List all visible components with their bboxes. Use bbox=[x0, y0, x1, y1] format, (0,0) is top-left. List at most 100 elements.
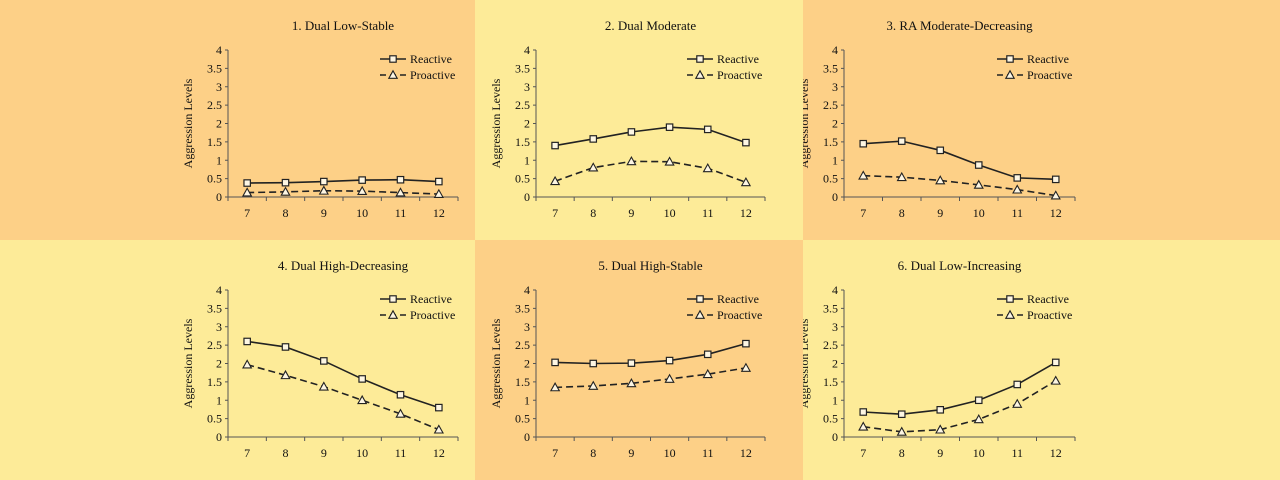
x-tick-label: 7 bbox=[860, 206, 866, 220]
series-line-reactive bbox=[554, 126, 747, 147]
data-point bbox=[281, 178, 290, 187]
series-proactive bbox=[858, 170, 1061, 200]
data-point bbox=[589, 135, 598, 143]
y-tick-label: 3.5 bbox=[823, 301, 838, 315]
chart-title: 5. Dual High-Stable bbox=[598, 258, 703, 273]
y-tick-label: 1.5 bbox=[207, 135, 222, 149]
chart-title: 3. RA Moderate-Decreasing bbox=[886, 18, 1033, 33]
data-point bbox=[357, 394, 368, 405]
y-axis-label: Aggression Levels bbox=[181, 318, 195, 408]
legend-marker bbox=[387, 309, 399, 319]
x-tick-label: 8 bbox=[899, 206, 905, 220]
data-point bbox=[320, 357, 328, 365]
legend-item-reactive: Reactive bbox=[687, 292, 759, 306]
data-point bbox=[396, 390, 405, 399]
y-tick-label: 2 bbox=[216, 357, 222, 371]
y-tick-label: 2 bbox=[832, 357, 838, 371]
chart-4-svg: 4. Dual High-Decreasing 0 0.5 1 1.5 2 2.5 3 3.5 4… bbox=[181, 258, 459, 460]
data-point bbox=[627, 128, 636, 136]
data-point bbox=[281, 343, 290, 351]
y-tick-label: 3 bbox=[832, 320, 838, 334]
data-point bbox=[974, 396, 983, 405]
x-tick-label: 8 bbox=[590, 206, 596, 220]
data-point bbox=[357, 185, 368, 196]
y-tick-label: 0.5 bbox=[207, 412, 222, 426]
legend-item-reactive: Reactive bbox=[380, 52, 452, 66]
data-point bbox=[318, 381, 329, 391]
legend-label: Reactive bbox=[717, 52, 759, 66]
chart-title: 1. Dual Low-Stable bbox=[292, 18, 394, 33]
y-axis-label: Aggression Levels bbox=[803, 318, 811, 408]
y-tick-label: 3.5 bbox=[823, 61, 838, 75]
data-point bbox=[1012, 184, 1023, 194]
data-point bbox=[936, 406, 945, 414]
data-point bbox=[1051, 175, 1060, 184]
legend-marker bbox=[389, 55, 397, 63]
data-point bbox=[1050, 375, 1061, 385]
data-point bbox=[242, 187, 253, 197]
y-tick-label: 4 bbox=[216, 43, 222, 57]
legend-label: Reactive bbox=[410, 292, 452, 306]
x-tick-label: 8 bbox=[283, 446, 289, 460]
y-tick-label: 0 bbox=[216, 190, 222, 204]
y-tick-label: 1.5 bbox=[207, 375, 222, 389]
data-point bbox=[742, 138, 750, 147]
legend-label: Proactive bbox=[717, 68, 762, 82]
series-reactive bbox=[243, 175, 443, 187]
y-tick-label: 1.5 bbox=[823, 135, 838, 149]
legend-label: Reactive bbox=[1027, 292, 1069, 306]
series-line-reactive bbox=[863, 361, 1057, 416]
y-tick-label: 4 bbox=[832, 43, 838, 57]
data-point bbox=[627, 359, 636, 367]
legend-marker bbox=[1004, 69, 1016, 79]
y-tick-label: 0 bbox=[524, 430, 530, 444]
data-point bbox=[742, 339, 750, 348]
series-line-proactive bbox=[555, 367, 747, 389]
y-tick-label: 2.5 bbox=[823, 338, 838, 352]
data-point bbox=[935, 175, 946, 185]
data-point bbox=[396, 175, 405, 184]
chart-panel-2: 2. Dual Moderate 0 0.5 1 1.5 2 2.5 3 3.5 4 7 8 9 10 11… bbox=[475, 0, 803, 240]
data-point bbox=[243, 179, 251, 187]
series-proactive bbox=[242, 185, 444, 198]
x-tick-label: 10 bbox=[664, 446, 676, 460]
data-point bbox=[703, 125, 712, 134]
y-tick-label: 2 bbox=[524, 117, 530, 131]
legend-marker bbox=[696, 55, 704, 63]
y-tick-label: 0 bbox=[216, 430, 222, 444]
y-tick-label: 0 bbox=[832, 190, 838, 204]
y-tick-label: 0.5 bbox=[823, 172, 838, 186]
chart-panel-6: 6. Dual Low-Increasing 0 0.5 1 1.5 2 2.5 3 3.5 4 7… bbox=[803, 240, 1280, 480]
data-point bbox=[551, 358, 559, 367]
data-point bbox=[740, 362, 752, 372]
legend-label: Reactive bbox=[717, 292, 759, 306]
x-tick-label: 11 bbox=[395, 446, 407, 460]
data-point bbox=[589, 359, 598, 368]
y-tick-label: 2.5 bbox=[823, 98, 838, 112]
y-tick-label: 0.5 bbox=[823, 412, 838, 426]
data-point bbox=[243, 337, 251, 346]
chart-panel-4: 4. Dual High-Decreasing 0 0.5 1 1.5 2 2.5 3 3.5 4… bbox=[0, 240, 475, 480]
legend-label: Proactive bbox=[410, 308, 455, 322]
y-tick-label: 1 bbox=[524, 153, 530, 167]
y-tick-label: 4 bbox=[524, 43, 530, 57]
y-tick-label: 0.5 bbox=[515, 172, 530, 186]
x-tick-label: 9 bbox=[321, 446, 327, 460]
y-tick-label: 1.5 bbox=[823, 375, 838, 389]
series-line-proactive bbox=[554, 160, 747, 184]
data-point bbox=[358, 375, 366, 383]
legend-label: Proactive bbox=[410, 68, 455, 82]
y-tick-label: 3 bbox=[524, 320, 530, 334]
y-tick-label: 2 bbox=[524, 357, 530, 371]
series-proactive bbox=[549, 156, 752, 187]
data-point bbox=[280, 186, 291, 196]
chart-1-svg: 1. Dual Low-Stable 0 0.5 1 1.5 2 2.5 3 3.5 4 7 8 9 10… bbox=[181, 18, 459, 220]
series-proactive bbox=[549, 362, 752, 392]
series-reactive bbox=[859, 358, 1060, 419]
legend-marker bbox=[1006, 295, 1014, 303]
chart-2-svg: 2. Dual Moderate 0 0.5 1 1.5 2 2.5 3 3.5 4 7 8 9 10 11… bbox=[489, 18, 766, 220]
legend-label: Proactive bbox=[1027, 68, 1072, 82]
x-tick-label: 10 bbox=[356, 446, 368, 460]
x-tick-label: 7 bbox=[860, 446, 866, 460]
data-point bbox=[242, 359, 253, 369]
